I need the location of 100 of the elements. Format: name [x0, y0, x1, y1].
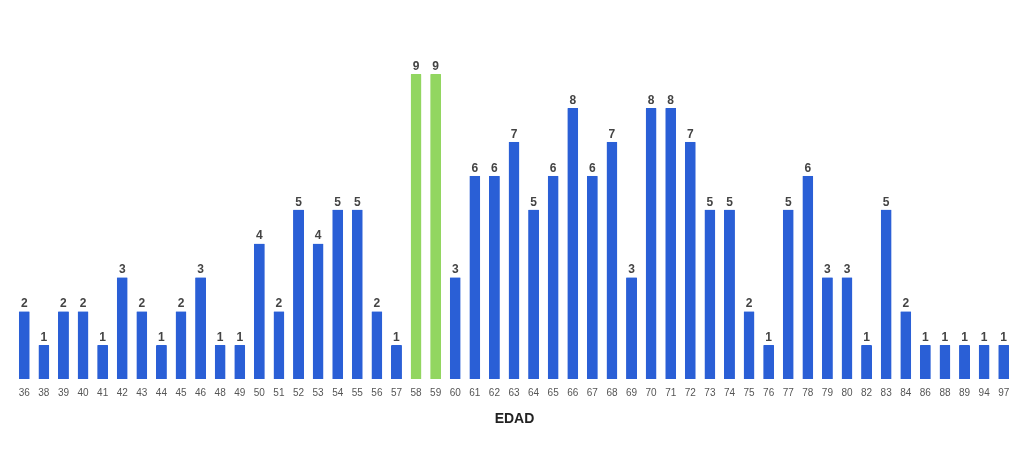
data-label: 5: [726, 194, 734, 209]
x-tick-label: 64: [528, 386, 540, 398]
data-label: 1: [961, 330, 969, 345]
x-tick-label: 76: [763, 386, 775, 398]
data-label: 3: [628, 262, 636, 277]
x-tick-label: 51: [273, 386, 285, 398]
x-tick-label: 60: [449, 386, 462, 398]
bar: [841, 277, 853, 379]
bar: [214, 345, 226, 379]
bar: [234, 345, 246, 379]
data-label: 7: [510, 126, 518, 141]
x-tick-label: 88: [939, 386, 951, 398]
bar: [684, 141, 696, 379]
x-tick-label: 72: [684, 386, 697, 398]
x-tick-label: 94: [978, 386, 991, 398]
bar: [312, 243, 324, 379]
data-label: 6: [804, 160, 812, 175]
bar: [900, 311, 912, 379]
x-tick-label: 73: [704, 386, 716, 398]
data-label: 4: [314, 228, 322, 243]
data-label: 2: [177, 296, 185, 311]
bar: [743, 311, 755, 379]
data-label: 1: [216, 330, 224, 345]
x-tick-label: 62: [488, 386, 501, 398]
bar: [293, 209, 305, 379]
x-tick-label: 74: [723, 386, 736, 398]
x-tick-label: 67: [586, 386, 599, 398]
data-label: 1: [922, 330, 930, 345]
bar: [665, 107, 677, 379]
x-tick-label: 40: [77, 386, 90, 398]
data-label: 9: [412, 59, 420, 73]
data-label: 2: [275, 296, 283, 311]
bar: [77, 311, 89, 379]
data-label: 5: [334, 194, 342, 209]
x-tick-label: 46: [195, 386, 207, 398]
data-label: 5: [706, 194, 714, 209]
bar: [978, 345, 990, 379]
x-tick-label: 61: [469, 386, 481, 398]
bar: [606, 141, 618, 379]
bar: [782, 209, 794, 379]
x-tick-label: 56: [371, 386, 383, 398]
data-label: 3: [118, 262, 126, 277]
x-tick-label: 39: [57, 386, 70, 398]
bar: [704, 209, 716, 379]
bar: [390, 345, 402, 379]
data-label: 1: [158, 330, 166, 345]
x-tick-label: 43: [136, 386, 148, 398]
x-tick-label: 48: [214, 386, 227, 398]
x-tick-label: 97: [998, 386, 1010, 398]
x-tick-label: 79: [821, 386, 834, 398]
x-tick-label: 42: [116, 386, 129, 398]
x-tick-label: 45: [175, 386, 187, 398]
x-tick-label: 52: [292, 386, 305, 398]
data-label: 8: [569, 92, 577, 107]
bar: [469, 175, 481, 379]
x-tick-label: 84: [900, 386, 912, 398]
data-label: 9: [432, 59, 440, 73]
data-label: 1: [40, 330, 48, 345]
bar: [175, 311, 187, 379]
data-label: 1: [393, 330, 401, 345]
x-tick-label: 82: [861, 386, 873, 398]
data-label: 3: [451, 262, 459, 277]
bar: [567, 107, 579, 379]
bar: [723, 209, 735, 379]
bar: [136, 311, 148, 379]
bar: [195, 277, 207, 379]
data-label: 5: [882, 194, 890, 209]
data-label: 2: [79, 296, 87, 311]
data-label: 1: [980, 330, 988, 345]
data-label: 5: [530, 194, 538, 209]
bar: [626, 277, 638, 379]
data-label: 3: [843, 262, 851, 277]
bar: [508, 141, 520, 379]
bar: [449, 277, 461, 379]
data-label: 2: [138, 296, 146, 311]
x-tick-label: 57: [390, 386, 403, 398]
x-tick-label: 59: [430, 386, 442, 398]
x-axis-title: EDAD: [494, 409, 535, 426]
bar: [586, 175, 598, 379]
x-tick-label: 68: [606, 386, 618, 398]
data-label: 1: [1000, 330, 1008, 345]
data-label: 2: [745, 296, 753, 311]
data-label: 1: [863, 330, 871, 345]
bar: [18, 311, 30, 379]
x-tick-label: 66: [567, 386, 579, 398]
x-tick-label: 70: [645, 386, 658, 398]
bar: [959, 345, 971, 379]
bar: [645, 107, 657, 379]
data-label: 6: [471, 160, 479, 175]
bar: [488, 175, 500, 379]
data-label: 1: [765, 330, 773, 345]
x-tick-label: 75: [743, 386, 756, 398]
data-label: 1: [99, 330, 107, 345]
bar: [410, 74, 422, 379]
bar: [273, 311, 285, 379]
x-tick-label: 53: [312, 386, 325, 398]
x-tick-label: 89: [958, 386, 971, 398]
x-tick-label: 38: [38, 386, 50, 398]
bar: [763, 345, 775, 379]
data-label: 3: [197, 262, 205, 277]
